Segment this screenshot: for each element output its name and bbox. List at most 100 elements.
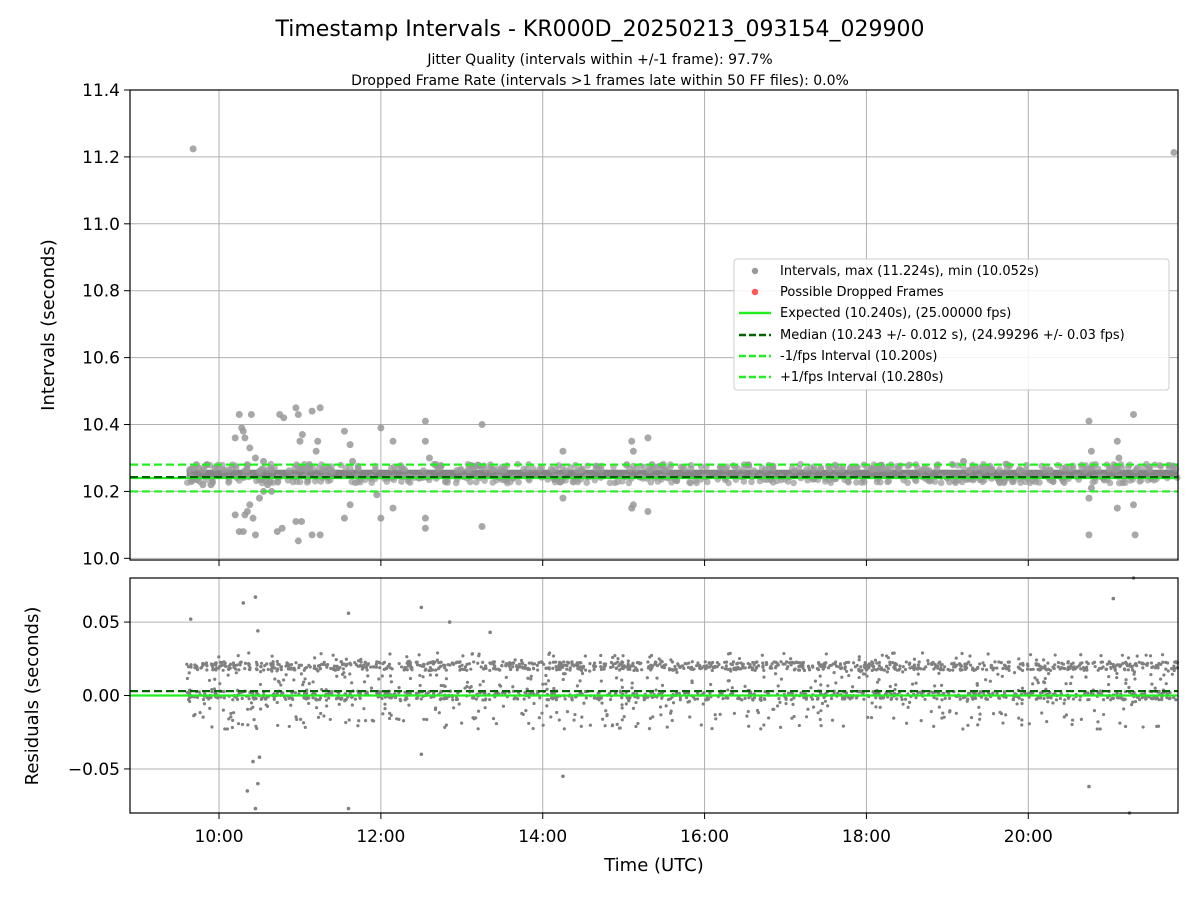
interval-outlier-point: [644, 434, 652, 442]
residual-point: [295, 717, 299, 722]
residual-point: [236, 653, 240, 658]
residual-point: [730, 686, 734, 690]
residual-point: [1161, 660, 1165, 664]
interval-outlier-point: [241, 434, 249, 442]
residual-point: [213, 677, 217, 681]
residual-point: [818, 664, 823, 668]
residual-point: [804, 697, 808, 701]
residual-point: [677, 664, 681, 668]
residual-point: [565, 710, 570, 714]
residual-point: [681, 664, 685, 668]
residual-point: [819, 709, 823, 713]
intervals-y-tick-label: 11.4: [82, 81, 120, 101]
residual-point: [673, 664, 677, 669]
residual-point: [626, 662, 630, 666]
interval-point: [187, 478, 195, 486]
residual-point: [900, 697, 904, 702]
residual-point: [660, 665, 664, 669]
residual-point: [301, 683, 305, 687]
interval-outlier-point: [559, 494, 567, 502]
interval-point: [1156, 462, 1164, 469]
residual-point: [1106, 695, 1110, 700]
residual-point: [616, 656, 620, 661]
residual-point: [651, 715, 655, 719]
residual-point: [704, 666, 709, 670]
residual-point: [331, 653, 335, 657]
residual-point: [664, 663, 668, 667]
residual-point: [665, 725, 669, 729]
residual-point: [776, 684, 780, 688]
interval-outlier-point: [246, 501, 254, 509]
residual-point: [1158, 677, 1163, 681]
residual-point: [992, 666, 996, 670]
residual-point: [228, 662, 233, 666]
interval-outlier-point: [1087, 464, 1095, 472]
residual-point: [551, 660, 556, 664]
residual-point: [695, 697, 700, 701]
residual-outlier-point: [346, 806, 351, 811]
residual-point: [325, 663, 330, 667]
residual-point: [273, 677, 277, 681]
residual-point: [985, 668, 989, 672]
residual-point: [417, 653, 421, 657]
residual-point: [1042, 680, 1046, 684]
residual-point: [343, 698, 347, 702]
residual-point: [599, 679, 603, 683]
residual-point: [797, 668, 802, 672]
residual-outlier-point: [251, 759, 255, 764]
residual-point: [356, 664, 360, 668]
residual-point: [263, 664, 267, 668]
residual-point: [1069, 662, 1073, 666]
interval-outlier-point: [340, 514, 348, 522]
residual-point: [294, 715, 298, 719]
residual-point: [870, 663, 874, 667]
residual-point: [1042, 696, 1046, 701]
residual-point: [1006, 660, 1010, 664]
residual-point: [960, 651, 964, 656]
residual-point: [958, 662, 962, 666]
residual-point: [933, 684, 937, 688]
interval-point: [868, 464, 876, 472]
residual-point: [562, 727, 566, 731]
residual-point: [624, 702, 628, 706]
residual-point: [1017, 716, 1021, 720]
residual-point: [360, 667, 365, 671]
residual-point: [210, 687, 214, 692]
residual-point: [565, 663, 569, 668]
residual-point: [709, 663, 713, 668]
residual-point: [696, 661, 700, 665]
residual-point: [611, 655, 615, 660]
residual-point: [1107, 660, 1111, 664]
residual-point: [237, 668, 241, 672]
legend-dropped: Possible Dropped Frames: [780, 285, 944, 300]
interval-outlier-point: [1129, 501, 1137, 509]
residual-point: [789, 657, 793, 661]
residual-point: [515, 665, 519, 669]
residual-point: [537, 716, 541, 720]
intervals-reference-lines: [130, 463, 1178, 493]
residual-point: [483, 698, 487, 702]
interval-outlier-point: [298, 518, 306, 526]
interval-outlier-point: [249, 514, 257, 522]
residual-point: [262, 668, 266, 672]
residual-point: [978, 712, 982, 716]
residual-point: [984, 678, 988, 682]
residual-point: [465, 680, 470, 684]
residual-point: [578, 660, 582, 665]
residual-point: [1018, 662, 1022, 666]
residual-point: [745, 714, 749, 718]
residual-point: [715, 665, 719, 669]
residual-point: [762, 675, 766, 679]
interval-outlier-point: [255, 494, 263, 502]
residual-point: [580, 715, 584, 719]
interval-point: [1121, 479, 1129, 487]
residual-point: [1145, 663, 1149, 668]
residual-point: [356, 659, 361, 663]
interval-point: [311, 477, 319, 485]
residual-point: [596, 691, 600, 695]
residual-point: [816, 661, 821, 665]
residual-point: [700, 666, 704, 670]
intervals-plot: 10.0 10.2 10.4 10.6 10.8 11.0 11.2 11.4 Interva…: [38, 81, 1181, 569]
residual-point: [301, 721, 306, 725]
residual-point: [340, 672, 345, 676]
